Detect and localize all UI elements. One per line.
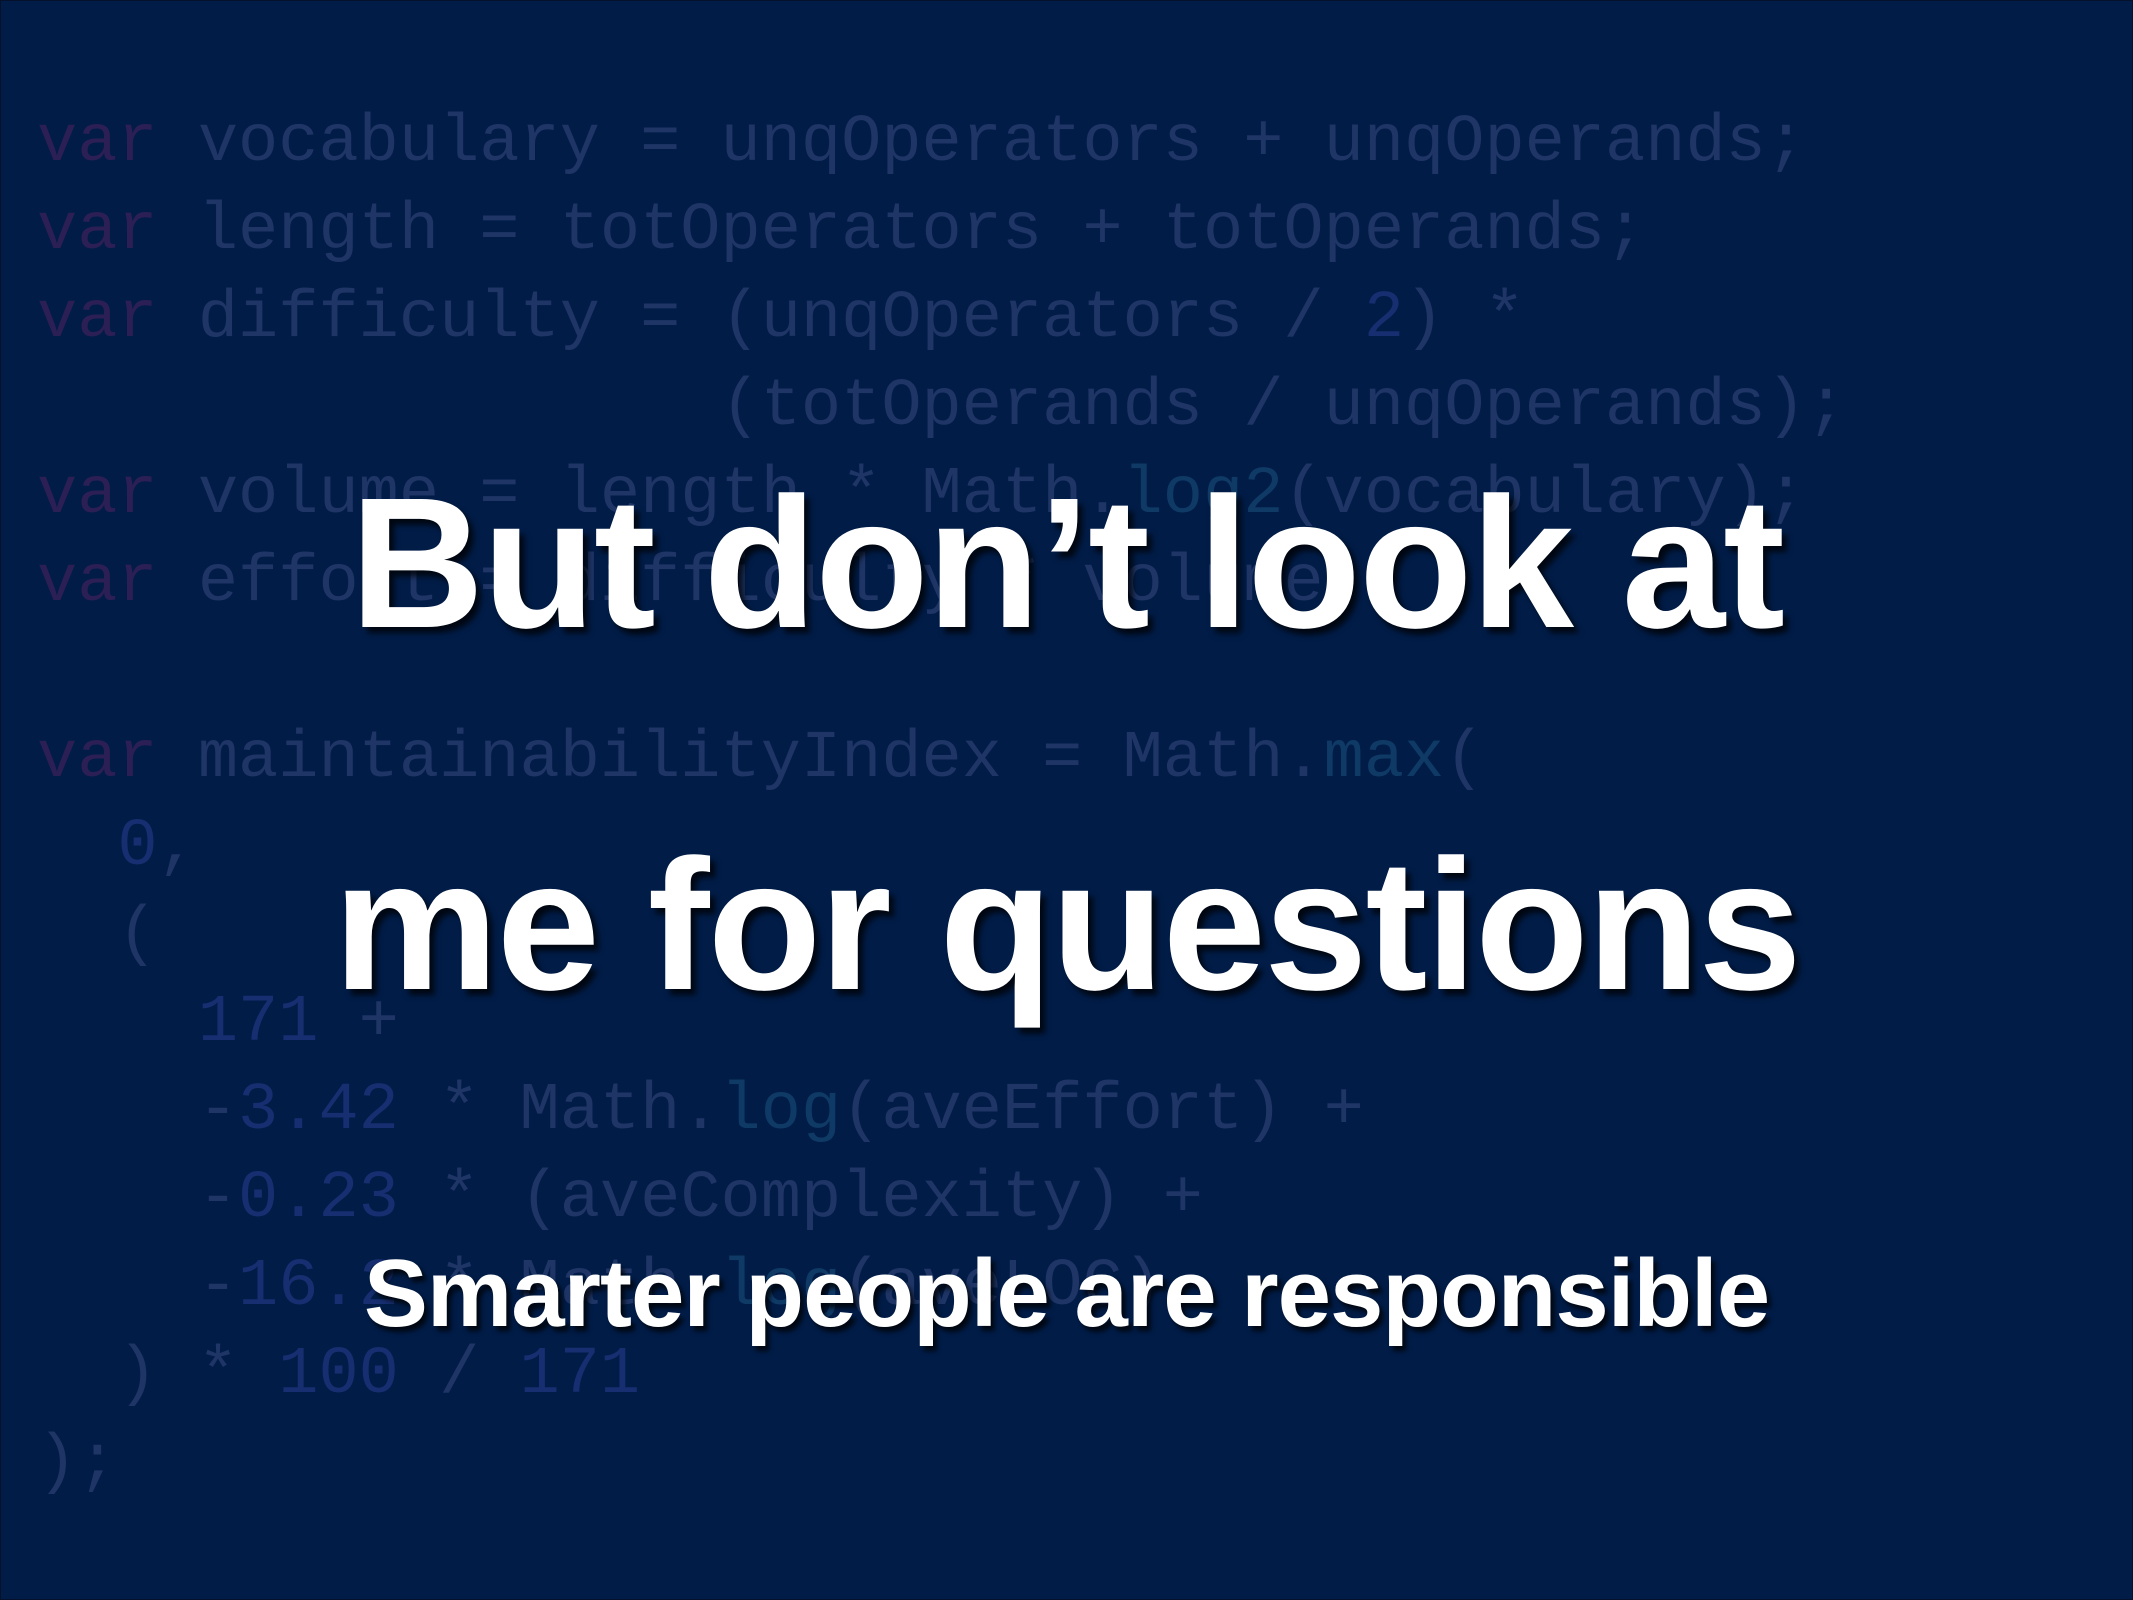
code-token: 2 xyxy=(1363,281,1405,357)
code-token: effort = difficulty * volume; xyxy=(157,545,1364,621)
background-code-line: 171 + xyxy=(37,979,399,1067)
code-token: var xyxy=(37,721,158,797)
code-token: var xyxy=(37,457,158,533)
code-token: var xyxy=(37,545,158,621)
code-token: 0 xyxy=(117,809,158,885)
code-token: 100 xyxy=(278,1337,399,1413)
code-token: ( xyxy=(1444,721,1485,797)
code-token: ( xyxy=(37,897,158,973)
background-code-line: var length = totOperators + totOperands; xyxy=(37,187,1645,275)
code-token: , xyxy=(157,809,198,885)
code-token: (aveLOC) xyxy=(841,1249,1163,1325)
code-token: log2 xyxy=(1122,457,1284,533)
code-token: - xyxy=(37,1073,239,1149)
code-token: length = totOperators + totOperands; xyxy=(157,193,1646,269)
slide-title-line-1: But don’t look at xyxy=(349,460,1785,667)
code-token: vocabulary = unqOperators + unqOperands; xyxy=(157,105,1807,181)
background-code-line: -0.23 * (aveComplexity) + xyxy=(37,1155,1203,1243)
code-token: difficulty = (unqOperators / xyxy=(157,281,1364,357)
code-token: (totOperands / unqOperands); xyxy=(37,369,1847,445)
code-token: (vocabulary); xyxy=(1283,457,1807,533)
background-code-line: ( xyxy=(37,891,158,979)
code-token: max xyxy=(1323,721,1445,797)
code-token: - xyxy=(37,1161,239,1237)
code-token: log xyxy=(720,1249,842,1325)
background-code-line: ) * 100 / 171 xyxy=(37,1331,640,1419)
background-code-line: ); xyxy=(37,1419,117,1507)
code-token: 171 xyxy=(197,985,319,1061)
code-token: ) * xyxy=(37,1337,279,1413)
background-code-line: -3.42 * Math.log(aveEffort) + xyxy=(37,1067,1364,1155)
code-token: * Math. xyxy=(398,1249,721,1325)
code-token: log xyxy=(720,1073,842,1149)
background-code-line: var volume = length * Math.log2(vocabula… xyxy=(37,451,1806,539)
code-token: (aveEffort) + xyxy=(841,1073,1364,1149)
background-code-line: 0, xyxy=(37,803,198,891)
background-code-line: var effort = difficulty * volume; xyxy=(37,539,1364,627)
code-token: 171 xyxy=(519,1337,641,1413)
background-code-line: var vocabulary = unqOperators + unqOpera… xyxy=(37,99,1806,187)
code-token: - xyxy=(37,1249,239,1325)
background-code-line: -16.2 * Math.log(aveLOC) xyxy=(37,1243,1163,1331)
code-token: * Math. xyxy=(398,1073,721,1149)
code-token: + xyxy=(318,985,399,1061)
code-token: / xyxy=(398,1337,520,1413)
slide-title-line-2: me for questions xyxy=(333,822,1802,1029)
code-token: var xyxy=(37,105,158,181)
code-token: 0.23 xyxy=(238,1161,399,1237)
code-token: 16.2 xyxy=(238,1249,399,1325)
code-token: volume = length * Math. xyxy=(157,457,1123,533)
background-code-line: var difficulty = (unqOperators / 2) * xyxy=(37,275,1525,363)
slide-subtitle: Smarter people are responsible xyxy=(363,1240,1770,1347)
code-token: ); xyxy=(37,1425,118,1501)
code-token: var xyxy=(37,281,158,357)
background-code-line: var maintainabilityIndex = Math.max( xyxy=(37,715,1484,803)
code-token: ) * xyxy=(1404,281,1525,357)
code-token: maintainabilityIndex = Math. xyxy=(157,721,1324,797)
code-token: * (aveComplexity) + xyxy=(398,1161,1204,1237)
code-token: var xyxy=(37,193,158,269)
code-token: 3.42 xyxy=(238,1073,399,1149)
background-code-line: (totOperands / unqOperands); xyxy=(37,363,1847,451)
